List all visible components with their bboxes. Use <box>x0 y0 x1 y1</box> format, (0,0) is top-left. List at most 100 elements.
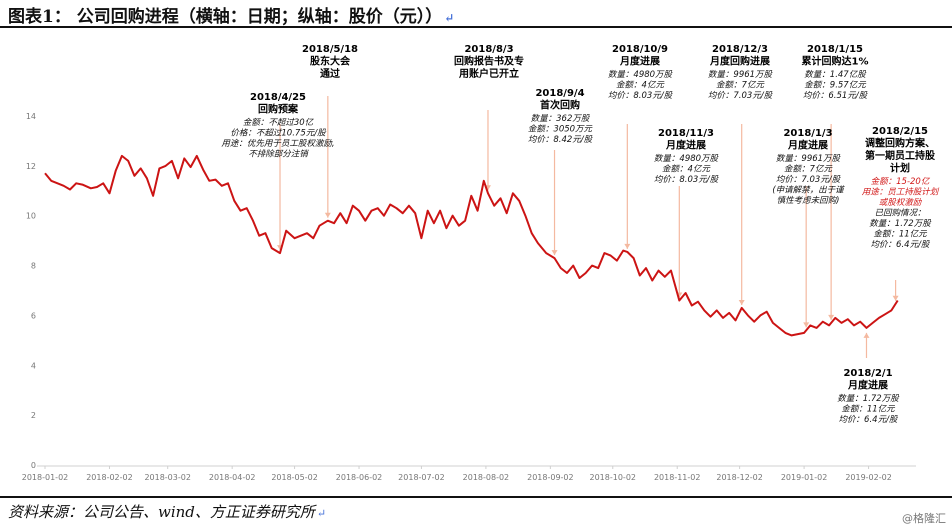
source-note: 资料来源：公司公告、wind、方正证券研究所 ↵ <box>8 501 326 522</box>
annotation-detail-red: 用途：员工持股计划 <box>862 187 940 198</box>
annotation-detail: 金额：9.57亿元 <box>804 80 867 91</box>
annotation-detail: 价格：不超过10.75元/股 <box>230 128 327 139</box>
annotation-title: 2018/12/3 <box>712 44 768 55</box>
annotation-detail: 数量：1.47亿股 <box>804 69 867 80</box>
annotation-title: 累计回购达1% <box>802 55 869 68</box>
annotation-title: 2018/5/18 <box>302 44 358 55</box>
annotation-detail: 金额：11亿元 <box>873 229 928 240</box>
annotation-title: 第一期员工持股 <box>865 149 936 162</box>
annotation-detail: 数量：4980万股 <box>608 69 674 80</box>
annotation-title: 2018/2/15 <box>872 126 928 137</box>
annotation-title: 月度进展 <box>619 55 660 68</box>
annotation-title: 回购报告书及专 <box>454 55 524 68</box>
annotation-title: 2018/1/15 <box>807 44 863 55</box>
annotation-title: 2018/8/3 <box>464 44 513 55</box>
x-tick-label: 2018-03-02 <box>144 473 191 482</box>
annotations: 2018/4/25回购预案金额：不超过30亿价格：不超过10.75元/股用途：优… <box>221 44 939 425</box>
annotation-detail: (申请解禁，出于谨 <box>772 185 845 196</box>
x-tick-label: 2018-04-02 <box>209 473 256 482</box>
y-tick-label: 12 <box>26 162 36 171</box>
annotation-title: 2018/1/3 <box>783 128 832 139</box>
y-tick-label: 6 <box>31 311 36 320</box>
x-tick-label: 2018-05-02 <box>271 473 318 482</box>
annotation-title: 股东大会 <box>310 55 350 68</box>
annotation-detail: 金额：7亿元 <box>716 80 765 91</box>
annotation-title: 2018/11/3 <box>658 128 714 139</box>
x-tick-label: 2018-08-02 <box>463 473 510 482</box>
annotation-detail: 均价：8.03元/股 <box>608 90 674 101</box>
annotation-title: 2018/9/4 <box>535 88 584 99</box>
top-rule <box>0 26 952 28</box>
annotation: 2018/1/3月度进展数量：9961万股金额：7亿元均价：7.03元/股(申请… <box>772 128 845 206</box>
annotation-detail: 金额：7亿元 <box>784 164 833 175</box>
annotation-title: 2018/2/1 <box>843 368 892 379</box>
x-tick-label: 2018-07-02 <box>398 473 445 482</box>
annotation-detail: 数量：4980万股 <box>654 153 720 164</box>
annotation-arrowhead <box>738 299 745 305</box>
annotation-detail-red: 或股权激励 <box>879 197 923 208</box>
y-tick-label: 0 <box>31 461 36 470</box>
x-tick-label: 2018-06-02 <box>336 473 383 482</box>
y-tick-label: 10 <box>26 212 36 221</box>
annotation-pointers <box>277 96 899 358</box>
annotation-arrowhead <box>624 243 631 249</box>
annotation-title: 用账户已开立 <box>458 67 519 80</box>
annotation-arrowhead <box>863 332 870 338</box>
annotation-title: 首次回购 <box>540 99 580 112</box>
annotation-detail: 金额：4亿元 <box>662 164 711 175</box>
annotation-arrowhead <box>828 314 835 320</box>
annotation-detail: 数量：9961万股 <box>776 153 842 164</box>
annotation-detail: 均价：7.03元/股 <box>776 174 842 185</box>
x-tick-label: 2018-12-02 <box>716 473 763 482</box>
annotation-detail: 金额：3050万元 <box>528 124 594 135</box>
y-tick-label: 4 <box>31 361 36 370</box>
annotation-detail: 不排除部分注销 <box>248 149 309 160</box>
annotation-detail: 已回购情况： <box>874 208 925 219</box>
annotation-detail: 均价：6.51元/股 <box>803 90 869 101</box>
annotation-detail: 均价：7.03元/股 <box>708 90 774 101</box>
x-tick-label: 2018-09-02 <box>527 473 574 482</box>
annotation-title: 月度进展 <box>665 139 706 152</box>
price-line <box>44 154 899 337</box>
annotation-title: 月度进展 <box>847 379 888 392</box>
annotation-title: 2018/4/25 <box>250 92 306 103</box>
source-return-mark-icon: ↵ <box>316 507 327 520</box>
watermark: @格隆汇 <box>902 512 946 525</box>
return-mark-icon: ↵ <box>444 11 455 25</box>
annotation-detail: 慎性考虑未回购) <box>777 195 840 206</box>
annotation-detail-red: 金额：15-20亿 <box>871 176 931 187</box>
x-tick-label: 2019-01-02 <box>781 473 828 482</box>
annotation-detail: 数量：1.72万股 <box>869 218 932 229</box>
y-axis: 0 2 4 6 8 10 12 14 <box>26 112 36 470</box>
annotation-arrowhead <box>551 250 558 256</box>
annotation-detail: 数量：1.72万股 <box>837 393 900 404</box>
annotation-detail: 金额：11亿元 <box>841 404 896 415</box>
figure-title-text: 图表1： 公司回购进程（横轴：日期；纵轴：股价（元）） <box>8 7 443 27</box>
annotation-arrowhead <box>892 295 899 301</box>
annotation-detail: 均价：6.4元/股 <box>871 239 931 250</box>
y-tick-label: 2 <box>31 411 36 420</box>
x-tick-label: 2018-10-02 <box>590 473 637 482</box>
annotation-detail: 金额：不超过30亿 <box>243 117 315 128</box>
x-axis: 2018-01-02 2018-02-02 2018-03-02 2018-04-02… <box>22 466 892 482</box>
annotation-detail: 均价：6.4元/股 <box>839 414 899 425</box>
annotation: 2018/1/15累计回购达1%数量：1.47亿股金额：9.57亿元均价：6.5… <box>802 44 869 101</box>
annotation-detail: 数量：362万股 <box>531 113 591 124</box>
stock-price-chart: 0 2 4 6 8 10 12 14 2018-01-02 2018-02-02 2018-03-… <box>22 44 940 482</box>
x-tick-label: 2018-01-02 <box>22 473 69 482</box>
annotation-title: 通过 <box>320 67 340 80</box>
y-tick-label: 8 <box>31 262 36 271</box>
annotation-detail: 用途：优先用于员工股权激励, <box>221 138 334 149</box>
x-tick-label: 2019-02-02 <box>845 473 892 482</box>
bottom-rule <box>0 496 952 498</box>
annotation-title: 2018/10/9 <box>612 44 668 55</box>
figure-title: 图表1： 公司回购进程（横轴：日期；纵轴：股价（元）） ↵ <box>8 2 454 27</box>
annotation-arrowhead <box>324 212 331 218</box>
annotation-title: 月度进展 <box>787 139 828 152</box>
annotation-title: 月度回购进展 <box>709 55 770 68</box>
